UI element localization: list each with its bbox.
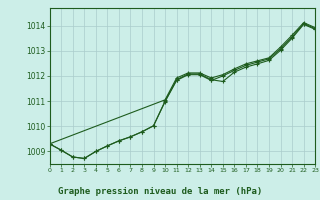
- Text: Graphe pression niveau de la mer (hPa): Graphe pression niveau de la mer (hPa): [58, 187, 262, 196]
